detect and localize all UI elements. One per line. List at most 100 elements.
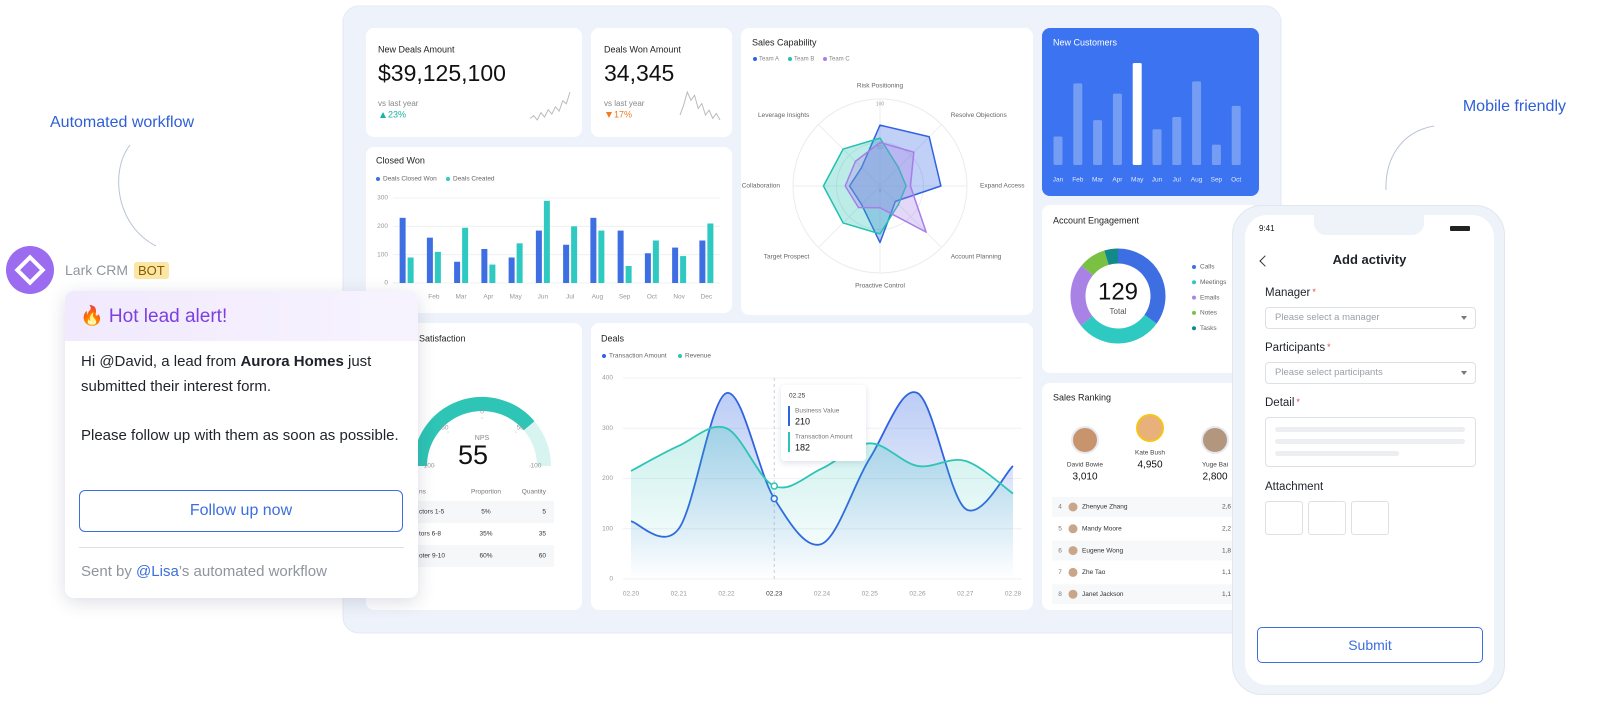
rank-name: Zhenyue Zhang (1082, 504, 1128, 511)
legend-marker (1192, 265, 1196, 269)
table-row (410, 523, 554, 545)
table-cell: 5% (481, 509, 491, 516)
bar (1211, 144, 1221, 165)
footer: Sent by @Lisa’s automated workflow (81, 563, 327, 580)
x-tick-label: 02.27 (957, 591, 974, 598)
manager-select[interactable]: Please select a manager (1265, 307, 1476, 329)
message-text: just submitted their interest form. (81, 353, 372, 395)
phone-screen: 9:41 Add activity Manager * Please select… (1245, 215, 1494, 685)
rank-name: Mandy Moore (1082, 526, 1122, 533)
radar-area (848, 124, 942, 244)
bar (699, 240, 706, 283)
rank-name: Eugene Wong (1082, 547, 1123, 554)
axis-label: Proactive Control (855, 283, 905, 290)
submit-button[interactable]: Submit (1257, 627, 1483, 663)
avatar (1068, 589, 1078, 599)
card-title: Account Engagement (1053, 215, 1140, 225)
x-tick-label: Feb (1072, 177, 1084, 184)
axis-label: Expand Access (980, 183, 1025, 190)
radar-area (844, 141, 927, 233)
detail-textarea[interactable] (1265, 417, 1476, 467)
bar (399, 217, 406, 283)
up-arrow (380, 112, 386, 118)
rank-name: Yuge Bai (1202, 462, 1228, 469)
dropdown-arrow (1461, 316, 1467, 320)
rank-value: 1,1 (1222, 591, 1231, 598)
tooltip-marker (788, 432, 790, 452)
bar (1231, 105, 1241, 165)
x-tick-label: Mar (456, 294, 468, 301)
message-line: Hi @David, a lead from Aurora Homes just… (81, 349, 402, 399)
kpi-value: 34,345 (604, 60, 674, 86)
x-tick-label: May (1131, 177, 1144, 184)
bar (508, 257, 515, 283)
x-tick-label: Aug (1191, 177, 1203, 184)
x-tick-label: Aug (592, 294, 604, 301)
legend-label: Team C (829, 57, 850, 63)
x-tick-label: Dec (701, 294, 713, 301)
kpi-value: $39,125,100 (378, 60, 506, 86)
y-tick-label: 300 (377, 195, 388, 202)
bar (481, 249, 488, 283)
bot-header: Lark CRM BOT (6, 246, 169, 294)
x-tick-label: Mar (1092, 177, 1104, 184)
avatar (1068, 546, 1078, 556)
legend-marker (678, 354, 682, 358)
area (631, 426, 1013, 579)
avatar (1071, 426, 1099, 454)
annotation: Automated workflow (50, 114, 195, 131)
gauge-label: NPS (475, 435, 490, 442)
card-title: Sales Ranking (1053, 392, 1111, 402)
footer-text: Sent by (81, 563, 137, 580)
bar (1112, 93, 1122, 165)
card (366, 28, 582, 137)
annotation: Mobile friendly (1463, 98, 1566, 115)
bar (535, 230, 542, 283)
table-header: ns (419, 489, 427, 496)
x-tick-label: 02.21 (671, 591, 688, 598)
attachment-slot[interactable] (1351, 501, 1389, 535)
x-tick-label: 02.20 (623, 591, 640, 598)
table-cell: 35 (539, 531, 547, 538)
compare-label: vs last year (378, 99, 419, 108)
bar (644, 253, 651, 283)
x-tick-label: Sep (619, 294, 631, 301)
sparkline (679, 90, 721, 121)
skeleton (1275, 451, 1399, 456)
rank-name: Janet Jackson (1082, 591, 1124, 598)
legend-marker (1192, 295, 1196, 300)
alert-title: 🔥 Hot lead alert! (80, 306, 228, 327)
legend-label: Team A (759, 57, 779, 63)
follow-up-button[interactable]: Follow up now (79, 490, 403, 532)
legend-marker (1192, 310, 1196, 315)
participants-select[interactable]: Please select participants (1265, 362, 1476, 384)
connector (118, 144, 157, 247)
y-tick-label: 200 (602, 475, 613, 482)
required-mark: * (1327, 342, 1331, 352)
bar (1192, 81, 1202, 165)
legend-label: Team B (794, 57, 814, 63)
status-time: 9:41 (1259, 224, 1275, 233)
y-tick-label: 0 (384, 280, 388, 287)
rank-number: 4 (1058, 504, 1062, 511)
x-tick-label: 02.28 (1005, 591, 1022, 598)
attachment-slot[interactable] (1265, 501, 1303, 535)
bot-name: Lark CRM (65, 262, 129, 278)
bar (672, 247, 679, 283)
legend-label: Meetings (1200, 279, 1227, 286)
skeleton (1275, 427, 1465, 432)
attachment-slot[interactable] (1308, 501, 1346, 535)
table-cell: oter 9-10 (419, 553, 445, 560)
table-cell: 35% (479, 531, 492, 538)
avatar (1201, 426, 1229, 454)
field-label: Attachment (1265, 481, 1324, 493)
bar (454, 261, 461, 283)
table-header: Proportion (471, 489, 501, 496)
line (630, 425, 1014, 495)
gauge-tick (515, 431, 517, 433)
label-text: Manager (1265, 287, 1311, 299)
mention[interactable]: @Lisa (136, 563, 179, 580)
y-tick-label: 100 (602, 525, 613, 532)
bar (652, 240, 659, 283)
